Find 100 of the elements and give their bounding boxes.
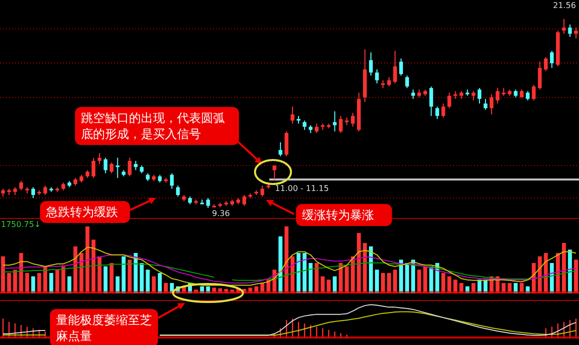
candlestick bbox=[110, 162, 114, 174]
bar bbox=[471, 283, 476, 293]
candlestick bbox=[338, 115, 343, 134]
candlestick bbox=[532, 84, 536, 101]
bar bbox=[447, 276, 452, 293]
bar bbox=[411, 260, 416, 293]
candlestick bbox=[278, 142, 282, 157]
bar bbox=[514, 283, 518, 293]
bar bbox=[538, 256, 542, 293]
candlestick bbox=[472, 90, 476, 101]
bar bbox=[423, 266, 428, 293]
bar bbox=[61, 266, 66, 293]
bar bbox=[362, 243, 367, 293]
candlestick bbox=[290, 106, 294, 124]
candlestick bbox=[441, 103, 446, 118]
bar bbox=[7, 273, 12, 293]
text: 缓涨转为暴涨 bbox=[296, 204, 392, 226]
candlestick bbox=[314, 123, 319, 134]
bar bbox=[164, 283, 168, 293]
bar bbox=[128, 260, 132, 293]
bar bbox=[350, 256, 355, 293]
bar bbox=[122, 256, 126, 293]
bar bbox=[55, 270, 60, 293]
bar bbox=[92, 240, 96, 293]
candlestick bbox=[568, 24, 572, 38]
bar bbox=[502, 283, 506, 293]
bar bbox=[1, 256, 5, 293]
candlestick bbox=[574, 27, 578, 39]
candlestick bbox=[550, 50, 554, 68]
bar bbox=[326, 280, 331, 293]
bar bbox=[562, 243, 566, 293]
candlestick bbox=[31, 186, 36, 199]
bar bbox=[67, 276, 72, 293]
bar bbox=[302, 253, 307, 293]
bar bbox=[405, 263, 410, 293]
bar bbox=[290, 256, 294, 293]
bar bbox=[85, 226, 90, 293]
bar bbox=[399, 260, 404, 293]
candlestick bbox=[116, 157, 120, 178]
candlestick bbox=[526, 90, 530, 101]
candlestick bbox=[242, 194, 246, 206]
candlestick bbox=[411, 89, 416, 100]
candlestick bbox=[176, 185, 180, 198]
candlestick bbox=[98, 152, 102, 164]
candlestick bbox=[272, 165, 276, 180]
candlestick bbox=[104, 157, 108, 174]
bar bbox=[368, 246, 373, 293]
bar bbox=[116, 276, 120, 293]
bar bbox=[453, 280, 458, 293]
bar bbox=[508, 283, 512, 293]
annotation: 11.00 - 11.15 bbox=[275, 184, 329, 193]
bar bbox=[544, 253, 548, 293]
bar bbox=[344, 266, 349, 293]
annotation: 1750.75↓ bbox=[1, 220, 41, 229]
bar bbox=[31, 276, 36, 293]
bar bbox=[320, 276, 325, 293]
candlestick bbox=[369, 52, 373, 76]
bar bbox=[314, 263, 319, 293]
bar bbox=[158, 273, 162, 293]
candlestick bbox=[134, 160, 138, 171]
bar bbox=[459, 283, 464, 293]
candlestick bbox=[206, 198, 210, 208]
bar bbox=[37, 273, 42, 293]
bar bbox=[387, 273, 391, 293]
candlestick bbox=[405, 75, 409, 89]
bar bbox=[417, 270, 422, 293]
candlestick bbox=[544, 56, 548, 72]
candlestick bbox=[350, 112, 355, 128]
candlestick bbox=[435, 106, 440, 120]
candlestick bbox=[447, 92, 452, 109]
candlestick bbox=[302, 120, 306, 130]
candlestick bbox=[387, 76, 391, 87]
annotation: 跳空缺口的出现，代表圆弧底的形成，是买入信号 bbox=[75, 107, 239, 145]
candlestick bbox=[490, 94, 494, 115]
bar bbox=[550, 263, 554, 293]
candlestick bbox=[128, 157, 132, 177]
bar bbox=[574, 260, 578, 293]
candlestick bbox=[478, 88, 482, 104]
text: 9.36 bbox=[212, 209, 230, 218]
bar bbox=[393, 270, 398, 293]
candlestick bbox=[43, 185, 48, 196]
bar bbox=[296, 253, 301, 293]
bar bbox=[104, 266, 108, 293]
candlestick bbox=[284, 130, 288, 157]
candlestick bbox=[19, 180, 23, 191]
bar bbox=[556, 253, 560, 293]
candlestick bbox=[484, 98, 488, 110]
candlestick bbox=[496, 88, 500, 104]
candlestick bbox=[562, 18, 566, 34]
bar bbox=[19, 253, 24, 293]
bar bbox=[441, 273, 446, 293]
candlestick bbox=[260, 185, 264, 198]
annotation: 急跌转为缓跌 bbox=[40, 201, 130, 223]
bar bbox=[381, 273, 385, 293]
candlestick bbox=[399, 58, 403, 76]
text: 21.56 bbox=[553, 1, 576, 10]
bar bbox=[356, 233, 361, 293]
bar bbox=[278, 236, 282, 293]
bar bbox=[134, 253, 138, 293]
bar bbox=[73, 246, 78, 293]
